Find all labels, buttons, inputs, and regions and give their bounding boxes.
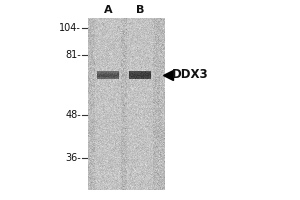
Text: 36-: 36- <box>65 153 81 163</box>
Text: DDX3: DDX3 <box>172 68 208 82</box>
Text: 48-: 48- <box>65 110 81 120</box>
Text: B: B <box>136 5 144 15</box>
Text: 81-: 81- <box>65 50 81 60</box>
Text: A: A <box>104 5 112 15</box>
Text: 104-: 104- <box>59 23 81 33</box>
